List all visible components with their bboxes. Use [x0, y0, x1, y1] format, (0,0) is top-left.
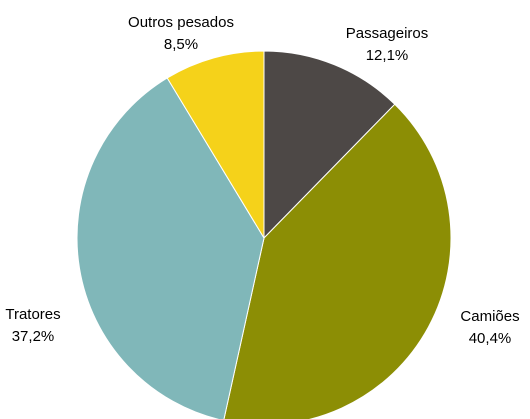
pie-slices — [76, 50, 452, 419]
slice-label-passageiros: Passageiros — [346, 25, 429, 42]
pie-slice-tratores — [76, 77, 265, 419]
pie-slice-outros-pesados — [166, 50, 265, 240]
slice-value-outros-pesados: 8,5% — [164, 36, 198, 53]
slice-value-passageiros: 12,1% — [366, 47, 409, 64]
pie-slice-passageiros — [263, 50, 396, 240]
pie-slice-cami-es — [223, 103, 452, 419]
slice-label-outros-pesados: Outros pesados — [128, 14, 234, 31]
slice-value-tratores: 37,2% — [12, 328, 55, 345]
slice-label-camioes: Camiões — [460, 308, 519, 325]
slice-value-camioes: 40,4% — [469, 330, 512, 347]
pie-labels: Passageiros 12,1% Camiões 40,4% Tratores… — [5, 14, 519, 347]
slice-label-tratores: Tratores — [5, 306, 60, 323]
